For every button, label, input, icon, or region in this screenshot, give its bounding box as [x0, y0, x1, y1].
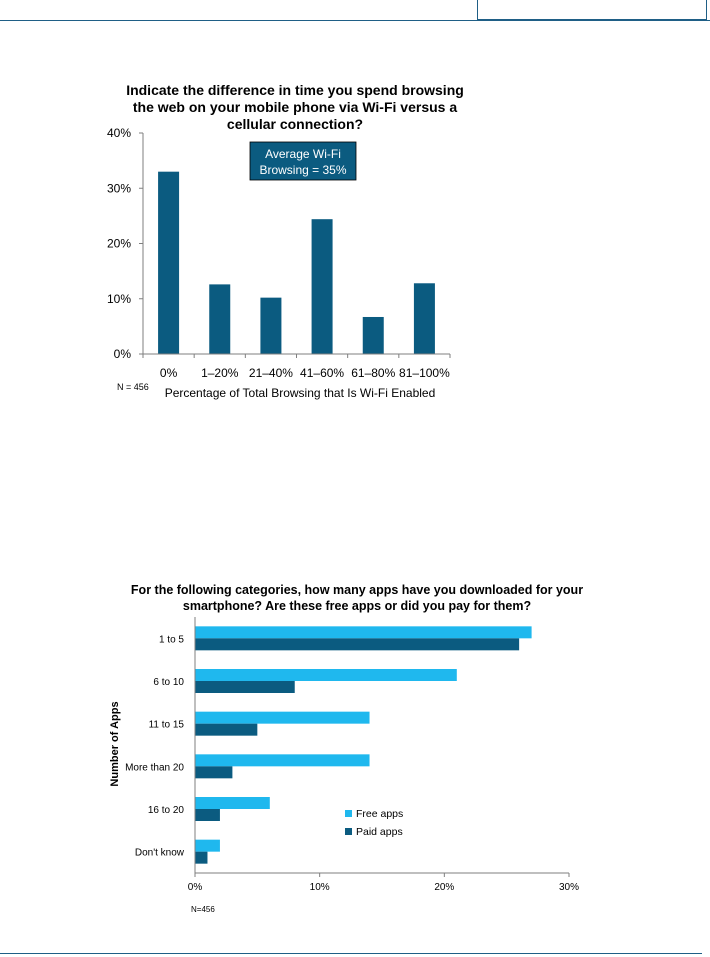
chart2-bar	[195, 711, 370, 724]
chart2-category-label: More than 20	[125, 762, 184, 773]
chart2-x-tick-label: 0%	[188, 882, 203, 893]
header-tab-box	[477, 0, 707, 20]
wifi-browsing-chart: Indicate the difference in time you spen…	[107, 82, 464, 400]
chart2-category-label: 6 to 10	[153, 677, 184, 688]
chart1-title-line-3: cellular connection?	[227, 116, 363, 132]
chart2-bar	[195, 754, 370, 767]
chart2-category-label: 11 to 15	[149, 720, 185, 731]
chart2-bar	[195, 766, 233, 779]
chart1-bar	[362, 316, 384, 354]
chart2-bar	[195, 681, 295, 693]
legend-label: Paid apps	[356, 826, 403, 838]
chart2-y-label: Number of Apps	[109, 701, 121, 786]
chart1-y-axis: 0% 10% 20% 30% 40%	[107, 126, 144, 361]
chart1-bar	[158, 171, 180, 354]
average-annotation-line-2: Browsing = 35%	[259, 163, 346, 177]
chart2-legend: Free apps Paid apps	[345, 808, 403, 838]
chart2-bar	[195, 839, 220, 852]
chart2-bar	[195, 851, 208, 864]
chart1-bar	[311, 219, 333, 354]
chart1-x-tick-label: 81–100%	[399, 366, 450, 380]
legend-swatch	[345, 828, 352, 835]
chart1-x-tick-label: 21–40%	[249, 366, 293, 380]
chart1-bar	[413, 283, 435, 354]
legend-swatch	[345, 810, 352, 817]
header-rule	[0, 20, 710, 21]
footer-rule	[0, 953, 702, 954]
average-annotation-line-1: Average Wi-Fi	[265, 147, 341, 161]
chart1-y-tick-label: 20%	[107, 237, 131, 251]
chart2-bar	[195, 669, 457, 681]
chart1-x-axis: 0% 1–20% 21–40% 41–60% 61–80% 81–100%	[142, 353, 451, 380]
chart1-x-tick-label: 41–60%	[300, 366, 344, 380]
chart1-note: N = 456	[117, 382, 149, 392]
legend-label: Free apps	[356, 808, 403, 820]
chart2-x-tick-label: 20%	[434, 882, 454, 893]
chart1-bar	[209, 284, 231, 354]
chart1-y-tick-label: 40%	[107, 126, 131, 140]
chart1-x-tick-label: 61–80%	[351, 366, 395, 380]
chart2-bars	[195, 626, 532, 864]
chart1-y-tick-label: 0%	[114, 347, 132, 361]
chart2-bar	[195, 626, 532, 639]
chart1-bar	[260, 297, 282, 354]
chart2-bar	[195, 797, 270, 809]
chart1-y-tick-label: 30%	[107, 181, 131, 195]
chart1-x-label: Percentage of Total Browsing that Is Wi-…	[165, 386, 436, 400]
chart2-note: N=456	[191, 905, 215, 914]
average-annotation-box	[249, 141, 357, 181]
chart1-title-line-2: the web on your mobile phone via Wi-Fi v…	[133, 99, 457, 115]
chart2-category-label: Don't know	[135, 848, 185, 859]
chart1-x-tick-label: 1–20%	[201, 366, 239, 380]
chart1-title-line-1: Indicate the difference in time you spen…	[126, 82, 464, 98]
chart1-x-tick-label: 0%	[160, 366, 178, 380]
chart1-y-tick-label: 10%	[107, 292, 131, 306]
chart2-category-label: 1 to 5	[159, 634, 184, 645]
chart2-bar	[195, 638, 520, 651]
chart2-category-label: 16 to 20	[148, 805, 185, 816]
chart2-x-tick-label: 10%	[310, 882, 330, 893]
chart2-bar	[195, 809, 220, 821]
chart2-axes: 1 to 5 6 to 10 11 to 15 More than 20 16 to 2…	[125, 617, 579, 893]
chart2-title-line-1: For the following categories, how many a…	[131, 583, 583, 597]
chart2-title-line-2: smartphone? Are these free apps or did y…	[183, 599, 531, 613]
chart2-bar	[195, 723, 258, 736]
chart2-x-tick-label: 30%	[559, 882, 579, 893]
chart1-bars	[158, 171, 435, 354]
